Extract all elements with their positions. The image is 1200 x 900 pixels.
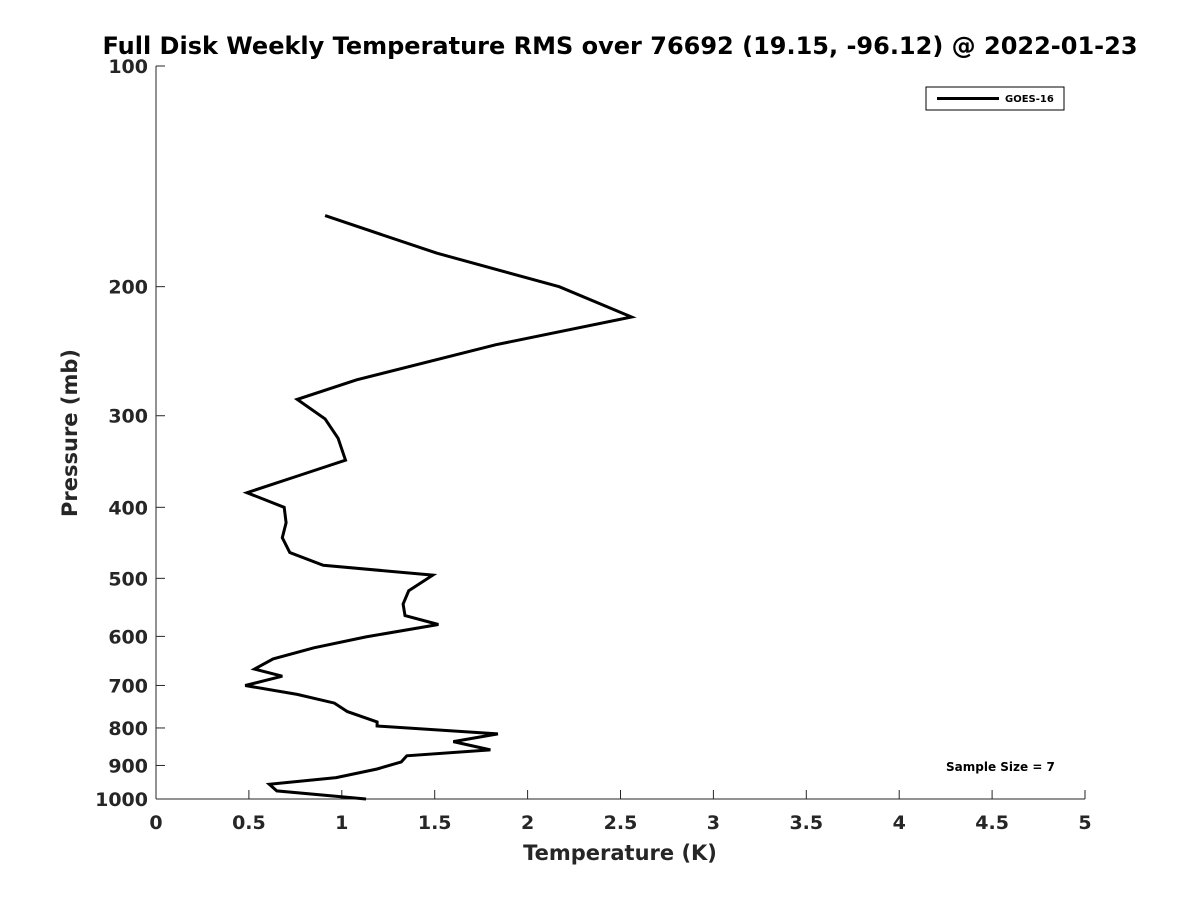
y-axis-ticks: 100 200 300 400 500 600 700 800 900 1000 <box>95 56 165 811</box>
x-tick-label: 0 <box>149 812 162 834</box>
x-tick-label: 4 <box>893 812 906 834</box>
y-tick-label: 100 <box>108 56 148 78</box>
x-tick-label: 1 <box>335 812 348 834</box>
y-tick-label: 300 <box>108 406 148 428</box>
x-tick-label: 2.5 <box>604 812 638 834</box>
plot-axes <box>155 66 1085 800</box>
y-tick-label: 200 <box>108 277 148 299</box>
y-tick-label: 800 <box>108 718 148 740</box>
x-tick-label: 3.5 <box>789 812 823 834</box>
y-axis-label: Pressure (mb) <box>58 349 82 517</box>
y-tick-label: 500 <box>108 568 148 590</box>
x-tick-label: 4.5 <box>975 812 1009 834</box>
x-tick-label: 5 <box>1078 812 1091 834</box>
legend: GOES-16 <box>925 86 1065 111</box>
x-tick-label: 2 <box>521 812 534 834</box>
y-tick-label: 700 <box>108 675 148 697</box>
x-axis-label: Temperature (K) <box>523 841 717 865</box>
x-tick-label: 0.5 <box>232 812 266 834</box>
chart-title: Full Disk Weekly Temperature RMS over 76… <box>102 32 1137 60</box>
series-group <box>242 214 637 801</box>
y-tick-label: 400 <box>108 497 148 519</box>
y-tick-label: 1000 <box>95 789 148 811</box>
y-tick-label: 600 <box>108 626 148 648</box>
y-tick-label: 900 <box>108 755 148 777</box>
series-line-goes-16 <box>242 214 637 801</box>
x-axis-ticks: 0 0.5 1 1.5 2 2.5 3 3.5 4 4.5 5 <box>149 790 1092 834</box>
x-tick-label: 3 <box>707 812 720 834</box>
legend-label-goes-16: GOES-16 <box>1005 94 1054 105</box>
sample-size-annotation: Sample Size = 7 <box>946 760 1055 774</box>
x-tick-label: 1.5 <box>418 812 452 834</box>
